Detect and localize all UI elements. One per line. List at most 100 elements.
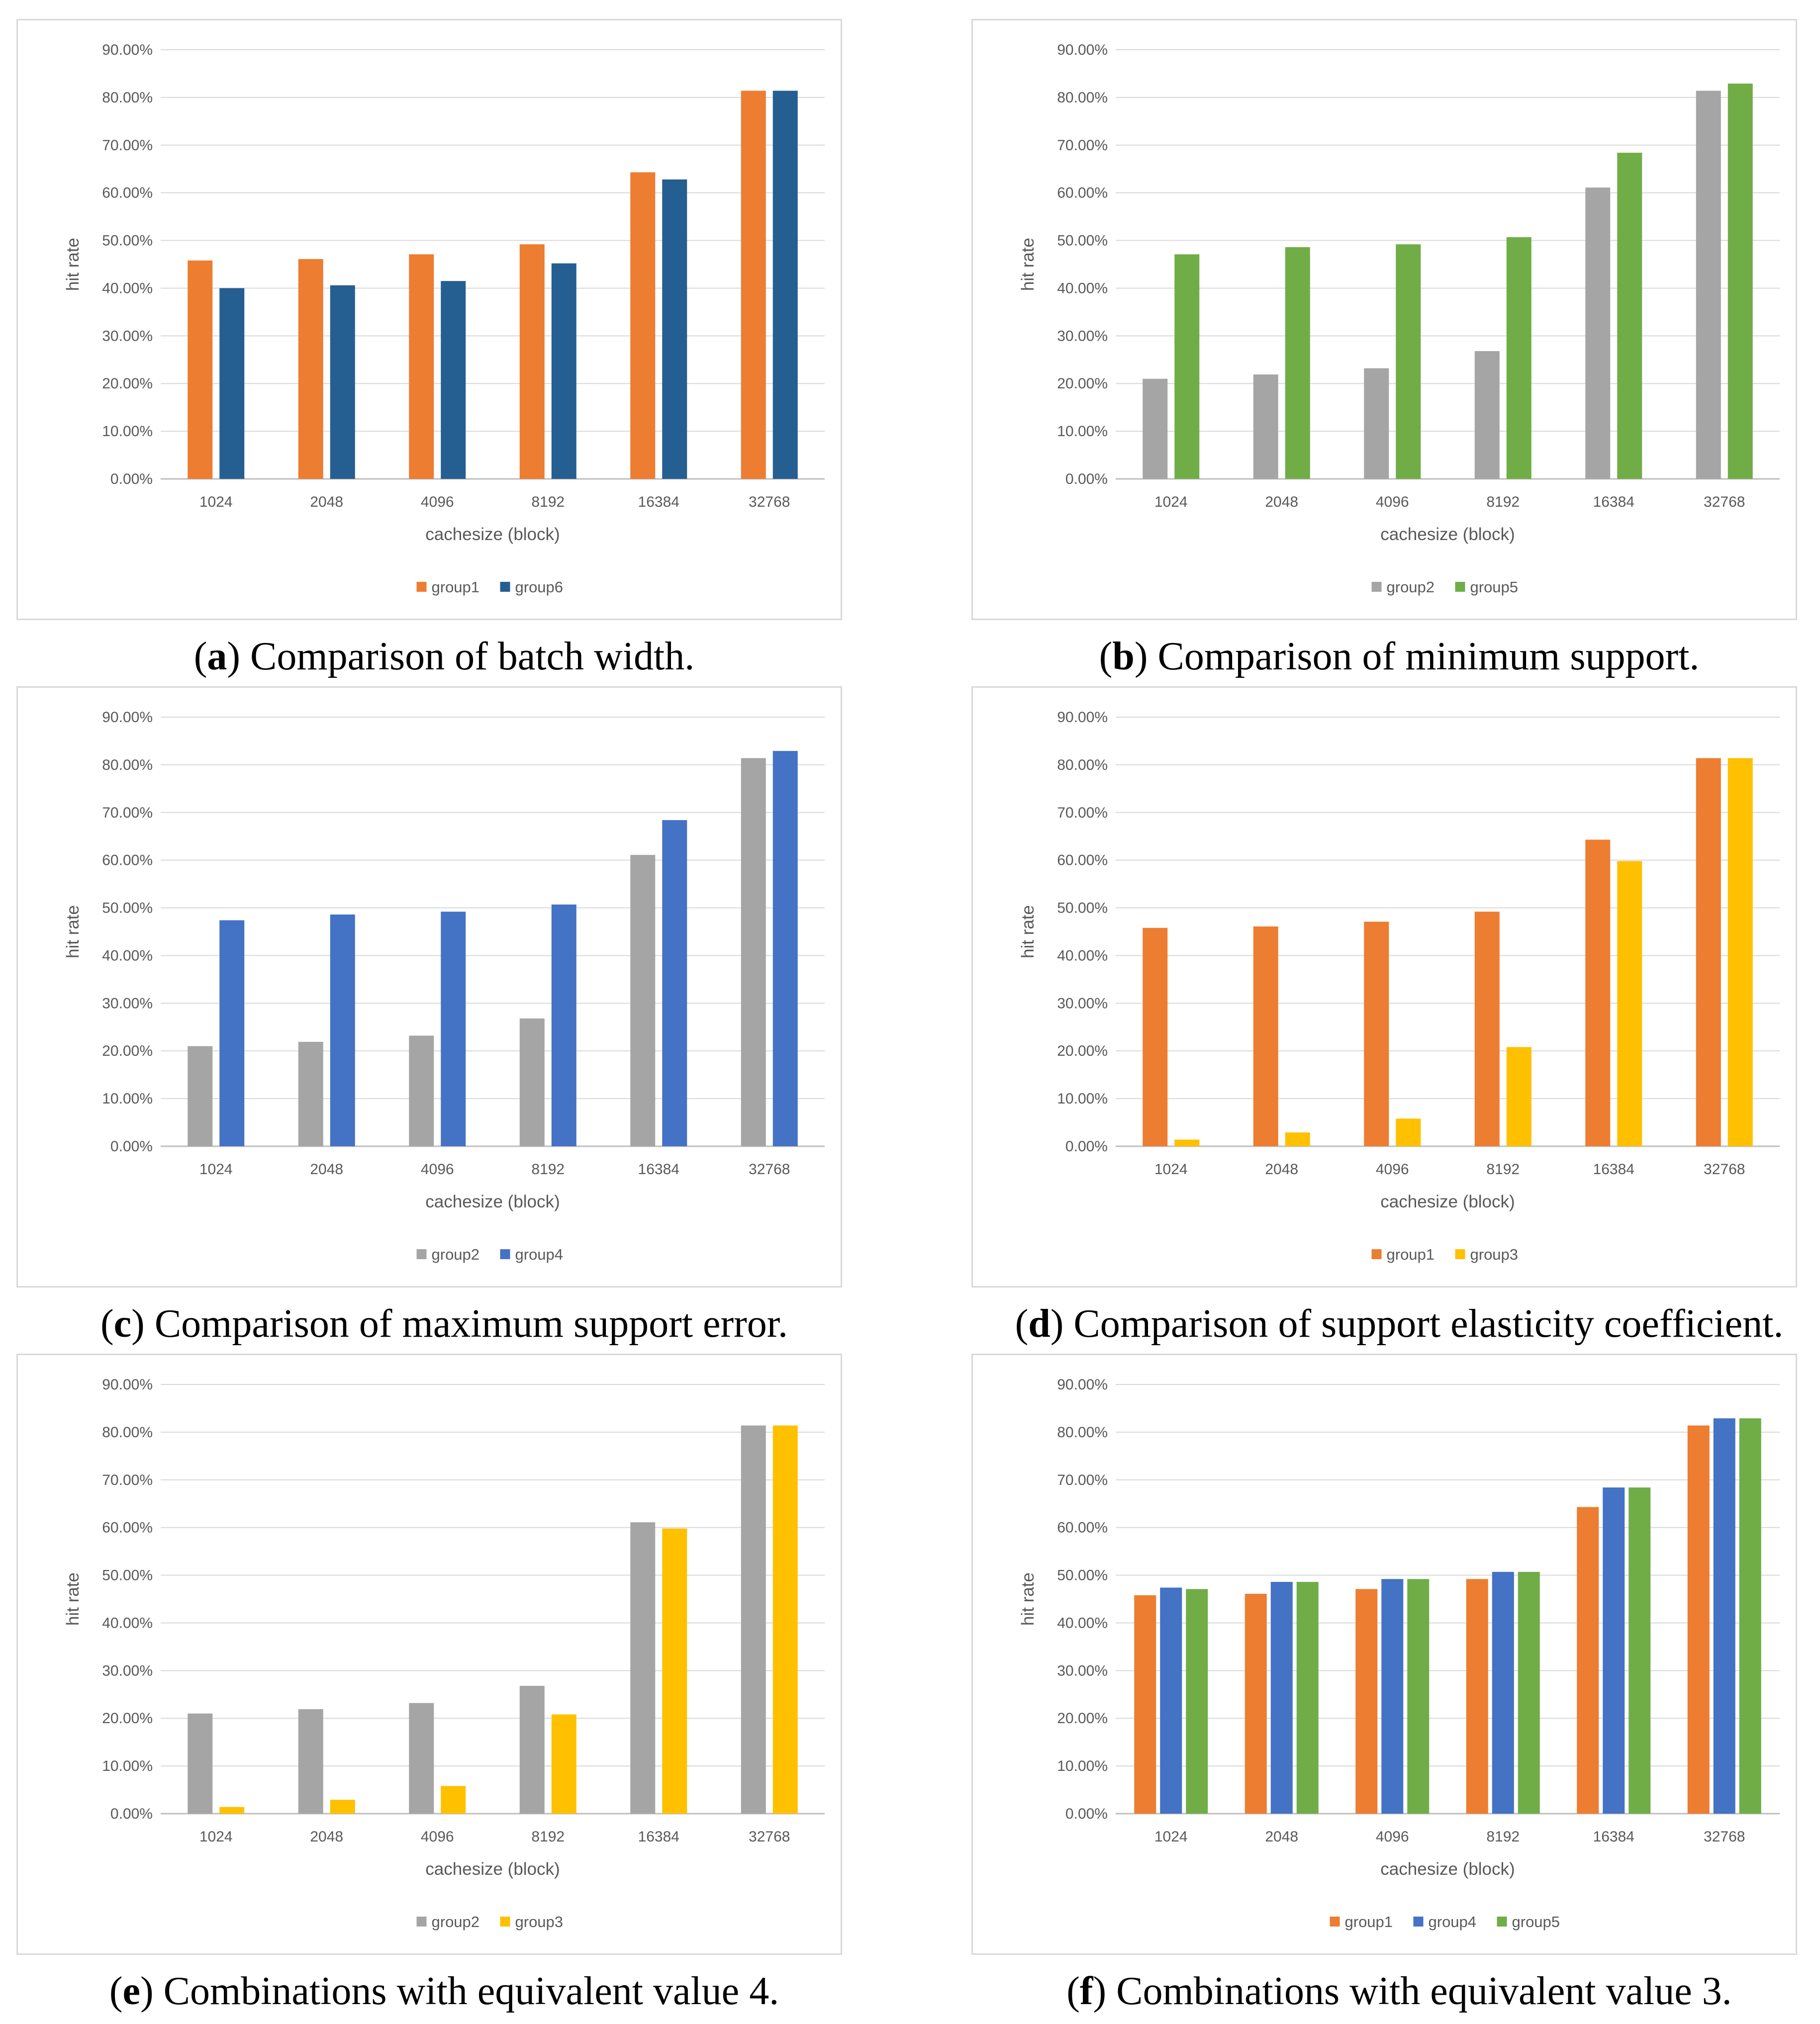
bar-group3-32768 — [772, 1425, 798, 1814]
bar-group3-4096 — [1396, 1118, 1421, 1146]
bar-chart-d: 0.00% 10.00% 20.00% 30.00% 40.00% 50.00% 60.00… — [1018, 709, 1780, 1263]
bar-group3-2048 — [330, 1800, 355, 1814]
legend-item-group3: group3 — [500, 1913, 563, 1931]
bar-group3-4096 — [441, 1786, 466, 1814]
bar-group3-8192 — [551, 1714, 576, 1814]
x-tick-label: 8192 — [531, 1829, 565, 1845]
y-tick-label: 50.00% — [1057, 1567, 1108, 1584]
y-tick-label: 60.00% — [1057, 1520, 1108, 1536]
bar-group2-2048 — [298, 1042, 323, 1146]
bar-group1-2048 — [298, 259, 323, 479]
chart-panel-f: 0.00% 10.00% 20.00% 30.00% 40.00% 50.00% 60.00… — [971, 1354, 1797, 1955]
x-tick-label: 32768 — [1704, 1829, 1745, 1845]
legend-label: group4 — [515, 1246, 564, 1263]
x-axis-title: cachesize (block) — [425, 1192, 560, 1211]
bar-group5-1024 — [1186, 1589, 1208, 1814]
legend-label: group2 — [432, 1246, 480, 1263]
y-tick-label: 20.00% — [1057, 1043, 1108, 1059]
y-tick-label: 50.00% — [1057, 233, 1108, 249]
y-tick-label: 40.00% — [102, 947, 153, 964]
legend-item-group2: group2 — [416, 1913, 479, 1931]
bar-group4-32768 — [1713, 1418, 1735, 1814]
bar-group1-32768 — [1687, 1425, 1710, 1814]
y-tick-label: 50.00% — [102, 900, 153, 917]
legend-swatch — [500, 582, 510, 592]
y-tick-label: 0.00% — [110, 1138, 153, 1155]
x-tick-label: 2048 — [1265, 494, 1298, 510]
bar-group2-4096 — [409, 1035, 434, 1146]
y-tick-label: 50.00% — [1057, 900, 1108, 917]
bar-group2-4096 — [409, 1703, 434, 1814]
y-tick-label: 70.00% — [102, 1472, 153, 1488]
legend-item-group3: group3 — [1455, 1246, 1519, 1263]
bar-group1-32768 — [741, 91, 766, 479]
bar-group4-1024 — [1160, 1587, 1182, 1814]
y-tick-label: 20.00% — [102, 375, 153, 392]
x-tick-label: 8192 — [1486, 1829, 1520, 1845]
bar-group1-16384 — [1577, 1507, 1599, 1814]
bar-chart-f: 0.00% 10.00% 20.00% 30.00% 40.00% 50.00% 60.00… — [1018, 1377, 1780, 1931]
x-tick-label: 16384 — [1593, 1829, 1634, 1845]
legend-item-group2: group2 — [1371, 578, 1435, 596]
x-axis-title: cachesize (block) — [1380, 525, 1515, 544]
bar-group5-32768 — [1727, 84, 1753, 479]
bar-group3-1024 — [219, 1807, 245, 1814]
legend-item-group4: group4 — [1413, 1913, 1476, 1931]
x-tick-label: 8192 — [531, 494, 565, 510]
x-tick-label: 2048 — [310, 1829, 343, 1845]
legend-swatch — [1497, 1917, 1507, 1927]
legend-label: group3 — [1470, 1246, 1519, 1263]
y-tick-label: 0.00% — [110, 471, 153, 487]
bar-group5-4096 — [1396, 244, 1421, 479]
y-tick-label: 0.00% — [1065, 1138, 1108, 1155]
bar-group6-32768 — [772, 91, 798, 479]
bar-group4-32768 — [772, 751, 798, 1146]
y-tick-label: 60.00% — [102, 852, 153, 869]
y-tick-label: 70.00% — [102, 137, 153, 154]
y-tick-label: 30.00% — [102, 328, 153, 344]
x-tick-label: 16384 — [638, 1829, 679, 1845]
legend-label: group2 — [1387, 578, 1435, 596]
legend-item-group4: group4 — [500, 1246, 564, 1263]
bar-group1-8192 — [1474, 912, 1500, 1146]
bar-group5-1024 — [1174, 254, 1200, 479]
y-axis-title: hit rate — [1018, 905, 1038, 958]
y-tick-label: 90.00% — [102, 1377, 153, 1393]
x-tick-label: 16384 — [638, 1161, 679, 1178]
chart-panel-b: 0.00% 10.00% 20.00% 30.00% 40.00% 50.00% 60.00… — [971, 19, 1797, 620]
legend-swatch — [1371, 582, 1382, 592]
y-tick-label: 10.00% — [1057, 1758, 1108, 1774]
legend-swatch — [500, 1917, 510, 1927]
bar-group1-1024 — [1134, 1595, 1156, 1814]
y-tick-label: 80.00% — [1057, 90, 1108, 106]
bar-group2-32768 — [741, 1425, 766, 1814]
x-tick-label: 4096 — [1376, 494, 1409, 510]
chart-panel-c: 0.00% 10.00% 20.00% 30.00% 40.00% 50.00% 60.00… — [16, 686, 842, 1288]
y-axis-title: hit rate — [63, 1572, 83, 1626]
legend-swatch — [416, 582, 427, 592]
caption-d: (d) Comparison of support elasticity coe… — [1015, 1302, 1784, 1346]
x-tick-label: 4096 — [1376, 1829, 1409, 1845]
bar-group1-32768 — [1696, 758, 1721, 1146]
y-axis-title: hit rate — [63, 238, 83, 291]
bar-group2-4096 — [1364, 368, 1389, 479]
bar-group5-16384 — [1617, 153, 1642, 479]
y-tick-label: 80.00% — [102, 1424, 153, 1441]
bar-group1-4096 — [409, 254, 434, 479]
bar-group5-32768 — [1739, 1418, 1761, 1814]
bar-group5-8192 — [1518, 1571, 1540, 1814]
legend-item-group1: group1 — [416, 578, 479, 596]
x-tick-label: 16384 — [1593, 1161, 1634, 1178]
bar-group6-8192 — [551, 263, 576, 479]
bar-group1-2048 — [1253, 926, 1278, 1146]
bar-group4-4096 — [1381, 1579, 1404, 1814]
y-tick-label: 50.00% — [102, 233, 153, 249]
legend-label: group5 — [1512, 1913, 1560, 1931]
y-tick-label: 70.00% — [1057, 1472, 1108, 1488]
y-tick-label: 90.00% — [1057, 709, 1108, 726]
chart-panel-a: 0.00% 10.00% 20.00% 30.00% 40.00% 50.00% 60.00… — [16, 19, 842, 620]
bar-group3-16384 — [662, 1528, 687, 1814]
y-tick-label: 20.00% — [102, 1710, 153, 1727]
y-tick-label: 90.00% — [102, 42, 153, 58]
y-tick-label: 30.00% — [102, 1662, 153, 1679]
